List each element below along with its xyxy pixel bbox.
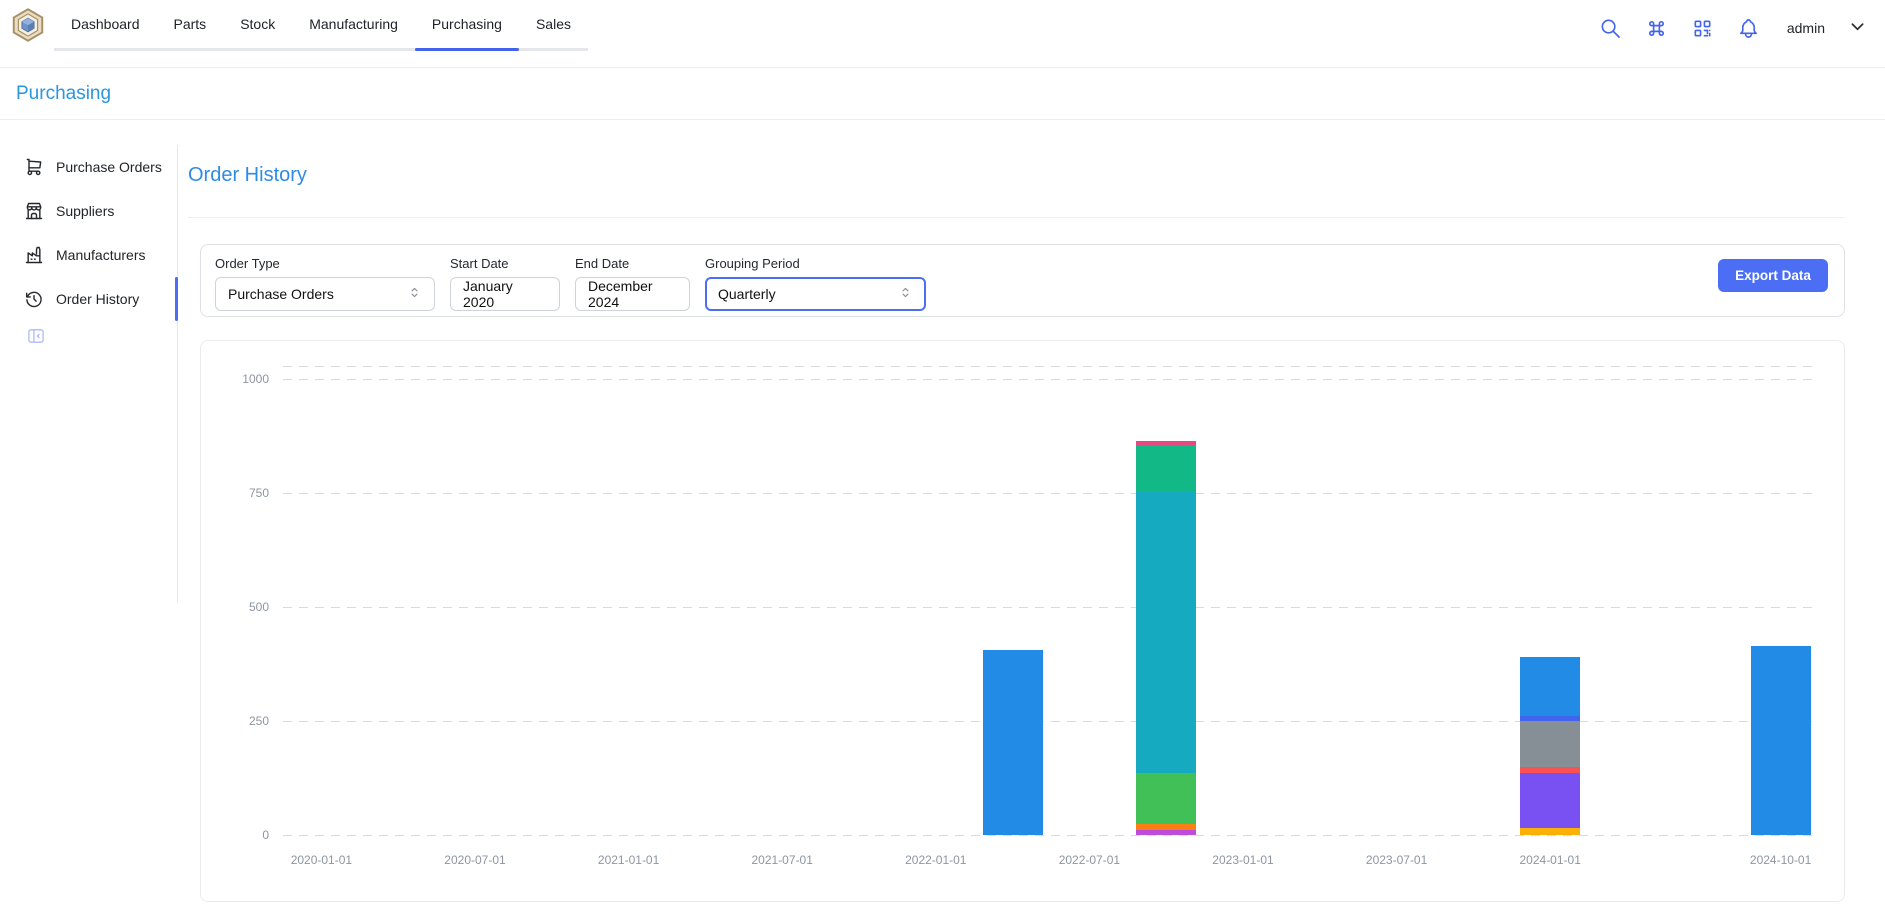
end-date-input[interactable]: December 2024 [575, 277, 690, 311]
x-axis-label: 2022-07-01 [1059, 853, 1120, 867]
bar-segment-teal [1136, 445, 1196, 491]
notifications-bell-icon[interactable] [1737, 17, 1760, 40]
end-date-label: End Date [575, 256, 690, 271]
sidebar-item-label: Purchase Orders [56, 159, 162, 175]
start-date-input[interactable]: January 2020 [450, 277, 560, 311]
bar-segment-red [1520, 767, 1580, 774]
tab-dashboard[interactable]: Dashboard [54, 0, 157, 48]
search-icon[interactable] [1599, 17, 1622, 40]
x-axis-label: 2021-07-01 [751, 853, 812, 867]
tab-parts[interactable]: Parts [157, 0, 224, 48]
gridline [283, 721, 1819, 722]
sidebar: Purchase Orders Suppliers Manufacturers … [10, 145, 177, 351]
stacked-bar-2024-10-01[interactable] [1751, 646, 1811, 835]
y-axis-label: 750 [201, 486, 269, 500]
end-date-value: December 2024 [588, 278, 677, 310]
bar-segment-gray [1520, 721, 1580, 767]
bar-segment-violet [1520, 773, 1580, 828]
command-palette-icon[interactable] [1645, 17, 1668, 40]
section-divider [188, 217, 1845, 218]
order-type-select[interactable]: Purchase Orders [215, 277, 435, 311]
grouping-period-label: Grouping Period [705, 256, 926, 271]
chevron-down-icon[interactable] [1848, 17, 1871, 40]
end-date-field: End Date December 2024 [575, 256, 690, 311]
inventree-logo-icon[interactable] [10, 7, 46, 43]
gridline [283, 607, 1819, 608]
bar-segment-blue [1520, 657, 1580, 716]
page-header: Purchasing [0, 68, 1885, 120]
collapse-sidebar-button[interactable] [10, 321, 177, 351]
navbar-actions: admin [1599, 0, 1871, 56]
tab-purchasing[interactable]: Purchasing [415, 0, 519, 48]
panel-collapse-icon [26, 326, 46, 346]
sidebar-item-purchase-orders[interactable]: Purchase Orders [10, 145, 177, 189]
bar-segment-cyan [1136, 491, 1196, 774]
sidebar-item-suppliers[interactable]: Suppliers [10, 189, 177, 233]
chart-plot [283, 366, 1819, 835]
tab-stock[interactable]: Stock [223, 0, 292, 48]
stacked-bar-2024-01-01[interactable] [1520, 657, 1580, 835]
start-date-value: January 2020 [463, 278, 547, 310]
top-navbar: Dashboard Parts Stock Manufacturing Purc… [0, 0, 1885, 68]
bar-segment-green [1136, 773, 1196, 823]
section-title: Order History [188, 164, 307, 187]
grouping-period-value: Quarterly [718, 286, 776, 302]
stacked-bar-2022-04-01[interactable] [983, 650, 1043, 835]
sidebar-item-order-history[interactable]: Order History [10, 277, 177, 321]
gridline [283, 366, 1819, 367]
chart-card: 0 250 500 750 1000 2020-01-01 2020-07-01 2021-0… [200, 340, 1845, 902]
sidebar-item-manufacturers[interactable]: Manufacturers [10, 233, 177, 277]
y-axis-label: 0 [201, 828, 269, 842]
sidebar-item-label: Manufacturers [56, 247, 145, 263]
tab-manufacturing[interactable]: Manufacturing [292, 0, 415, 48]
bar-segment-grape [1136, 830, 1196, 835]
gridline [283, 493, 1819, 494]
export-data-button[interactable]: Export Data [1718, 259, 1828, 292]
x-axis-label: 2022-01-01 [905, 853, 966, 867]
selector-chevrons-icon [407, 285, 422, 303]
user-menu[interactable]: admin [1787, 20, 1825, 36]
x-axis-label: 2024-10-01 [1750, 853, 1811, 867]
stacked-bar-2022-10-01[interactable] [1136, 441, 1196, 835]
sidebar-item-label: Suppliers [56, 203, 114, 219]
y-axis-label: 250 [201, 714, 269, 728]
x-axis-label: 2020-07-01 [444, 853, 505, 867]
gridline [283, 379, 1819, 380]
x-axis-label: 2021-01-01 [598, 853, 659, 867]
grouping-period-select[interactable]: Quarterly [705, 277, 926, 311]
sidebar-item-label: Order History [56, 291, 139, 307]
order-type-value: Purchase Orders [228, 286, 334, 302]
bar-segment-orange [1136, 824, 1196, 831]
sidebar-divider [177, 145, 178, 602]
x-axis-label: 2023-01-01 [1212, 853, 1273, 867]
order-type-label: Order Type [215, 256, 435, 271]
gridline [283, 835, 1819, 836]
filter-panel: Order Type Purchase Orders Start Date Ja… [200, 244, 1845, 317]
start-date-field: Start Date January 2020 [450, 256, 560, 311]
factory-icon [24, 245, 44, 265]
order-type-field: Order Type Purchase Orders [215, 256, 435, 311]
start-date-label: Start Date [450, 256, 560, 271]
x-axis-label: 2024-01-01 [1519, 853, 1580, 867]
x-axis-label: 2020-01-01 [291, 853, 352, 867]
bar-segment-blue [1751, 646, 1811, 835]
x-axis-label: 2023-07-01 [1366, 853, 1427, 867]
bar-segment-yellow [1520, 828, 1580, 835]
building-store-icon [24, 201, 44, 221]
page-title: Purchasing [16, 83, 111, 105]
history-icon [24, 289, 44, 309]
shopping-cart-icon [24, 157, 44, 177]
sidebar-active-indicator [175, 277, 178, 321]
tab-sales[interactable]: Sales [519, 0, 588, 48]
qrcode-scan-icon[interactable] [1691, 17, 1714, 40]
bar-segment-blue [983, 650, 1043, 835]
y-axis-label: 500 [201, 600, 269, 614]
y-axis-label: 1000 [201, 372, 269, 386]
main-nav-tabs: Dashboard Parts Stock Manufacturing Purc… [54, 0, 588, 51]
grouping-period-field: Grouping Period Quarterly [705, 256, 926, 311]
selector-chevrons-icon [898, 285, 913, 303]
